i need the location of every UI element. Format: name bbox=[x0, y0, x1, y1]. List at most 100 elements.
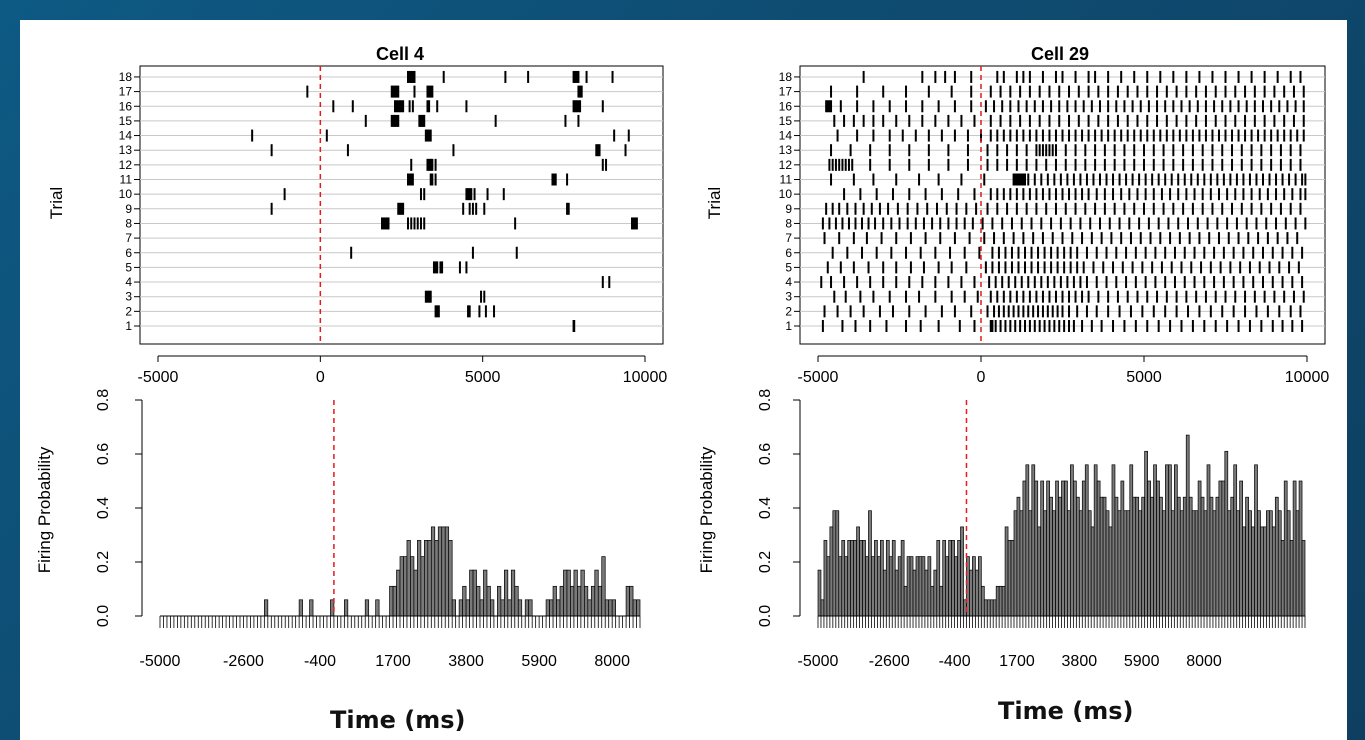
hist-bar bbox=[957, 540, 961, 617]
spike-mark bbox=[843, 114, 846, 127]
spike-mark bbox=[981, 217, 984, 230]
spike-mark bbox=[966, 129, 969, 142]
spike-mark bbox=[1253, 100, 1256, 113]
spike-mark bbox=[429, 290, 432, 303]
spike-mark bbox=[1247, 232, 1250, 245]
trial-label: 3 bbox=[785, 290, 792, 304]
trial-label: 10 bbox=[119, 187, 133, 201]
spike-mark bbox=[1046, 276, 1049, 289]
spike-mark bbox=[1136, 85, 1139, 98]
spike-mark bbox=[1294, 100, 1297, 113]
spike-mark bbox=[1054, 202, 1057, 215]
hist-x-tick-label: 3800 bbox=[448, 653, 484, 670]
spike-mark bbox=[504, 70, 507, 83]
spike-mark bbox=[437, 305, 440, 318]
spike-mark bbox=[869, 320, 872, 332]
spike-mark bbox=[635, 217, 638, 230]
spike-mark bbox=[862, 114, 865, 127]
spike-mark bbox=[937, 100, 940, 113]
spike-mark bbox=[919, 320, 922, 332]
spike-mark bbox=[1144, 276, 1147, 289]
spike-mark bbox=[270, 144, 273, 157]
hist-bar bbox=[871, 556, 875, 617]
spike-mark bbox=[896, 202, 899, 215]
spike-mark bbox=[940, 129, 943, 142]
spike-mark bbox=[566, 173, 569, 186]
spike-mark bbox=[1094, 144, 1097, 157]
spike-mark bbox=[1296, 129, 1299, 142]
spike-mark bbox=[1263, 85, 1266, 98]
spike-mark bbox=[908, 305, 911, 318]
spike-mark bbox=[1025, 144, 1028, 157]
spike-mark bbox=[465, 100, 468, 113]
spike-mark bbox=[1113, 202, 1116, 215]
spike-mark bbox=[1103, 158, 1106, 171]
spike-mark bbox=[1245, 217, 1248, 230]
spike-mark bbox=[1126, 290, 1129, 303]
trial-label: 18 bbox=[779, 70, 793, 84]
spike-mark bbox=[1240, 202, 1243, 215]
spike-mark bbox=[1024, 320, 1027, 332]
trial-label: 13 bbox=[119, 143, 133, 157]
spike-mark bbox=[1077, 85, 1080, 98]
spike-mark bbox=[856, 129, 859, 142]
spike-mark bbox=[905, 85, 908, 98]
spike-mark bbox=[908, 114, 911, 127]
spike-mark bbox=[351, 100, 354, 113]
spike-mark bbox=[852, 173, 855, 186]
spike-mark bbox=[996, 202, 999, 215]
spike-mark bbox=[1092, 261, 1095, 274]
spike-mark bbox=[1066, 100, 1069, 113]
hist-bar bbox=[1260, 526, 1264, 617]
spike-mark bbox=[1242, 246, 1245, 259]
spike-mark bbox=[834, 217, 837, 230]
spike-mark bbox=[1152, 144, 1155, 157]
raster-title: Cell 4 bbox=[376, 44, 424, 64]
spike-mark bbox=[1041, 129, 1044, 142]
spike-mark bbox=[1144, 246, 1147, 259]
spike-mark bbox=[1084, 158, 1087, 171]
spike-mark bbox=[1191, 129, 1194, 142]
spike-mark bbox=[1273, 114, 1276, 127]
spike-mark bbox=[572, 70, 575, 83]
hist-bar bbox=[903, 585, 908, 617]
spike-mark bbox=[1012, 173, 1015, 186]
hist-bar bbox=[437, 526, 443, 617]
spike-mark bbox=[1177, 173, 1180, 186]
spike-mark bbox=[627, 129, 630, 142]
spike-mark bbox=[1164, 305, 1167, 318]
spike-mark bbox=[921, 114, 924, 127]
spike-mark bbox=[1203, 173, 1206, 186]
spike-mark bbox=[1156, 85, 1159, 98]
spike-mark bbox=[908, 158, 911, 171]
spike-mark bbox=[1289, 158, 1292, 171]
spike-mark bbox=[937, 320, 940, 332]
spike-mark bbox=[1020, 217, 1023, 230]
spike-mark bbox=[1283, 114, 1286, 127]
spike-mark bbox=[1050, 100, 1053, 113]
spike-mark bbox=[1014, 173, 1017, 186]
spike-mark bbox=[1054, 158, 1057, 171]
spike-mark bbox=[1146, 70, 1149, 83]
spike-mark bbox=[966, 144, 969, 157]
spike-mark bbox=[1095, 188, 1098, 201]
hist-bar bbox=[507, 599, 512, 617]
spike-mark bbox=[953, 70, 956, 83]
spike-mark bbox=[1294, 173, 1297, 186]
spike-mark bbox=[1033, 100, 1036, 113]
spike-mark bbox=[564, 114, 567, 127]
spike-mark bbox=[1123, 158, 1126, 171]
spike-mark bbox=[1196, 173, 1199, 186]
spike-mark bbox=[1253, 290, 1256, 303]
spike-mark bbox=[862, 202, 865, 215]
spike-mark bbox=[1107, 70, 1110, 83]
spike-mark bbox=[1143, 158, 1145, 171]
spike-mark bbox=[1208, 232, 1211, 245]
spike-mark bbox=[429, 158, 432, 171]
spike-mark bbox=[846, 202, 849, 215]
hist-ylabel: Firing Probability bbox=[697, 446, 716, 573]
spike-mark bbox=[572, 100, 575, 113]
spike-mark bbox=[1263, 129, 1266, 142]
spike-mark bbox=[841, 217, 844, 230]
spike-mark bbox=[1022, 232, 1025, 245]
